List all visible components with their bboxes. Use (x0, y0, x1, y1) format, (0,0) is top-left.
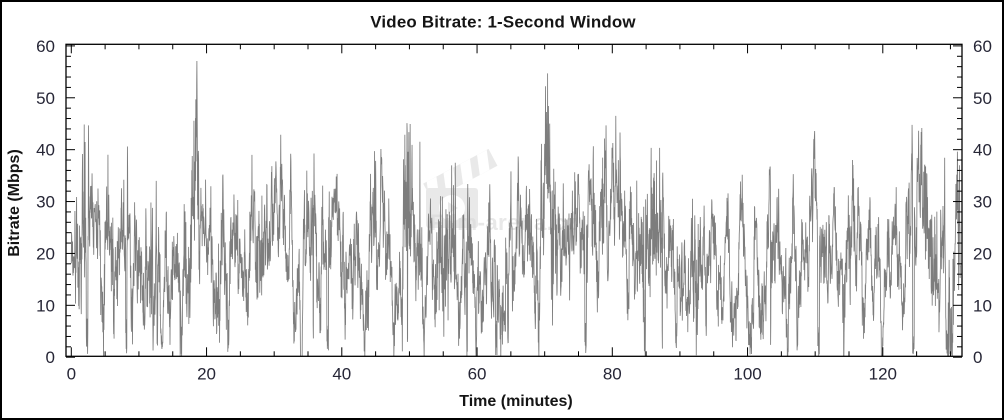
svg-text:0: 0 (973, 348, 982, 367)
svg-text:Time (minutes): Time (minutes) (459, 393, 573, 410)
svg-text:80: 80 (603, 364, 622, 383)
svg-text:0: 0 (67, 364, 76, 383)
svg-text:Video Bitrate: 1-Second Window: Video Bitrate: 1-Second Window (370, 13, 636, 32)
svg-text:100: 100 (733, 364, 761, 383)
svg-text:10: 10 (973, 296, 992, 315)
svg-text:40: 40 (332, 364, 351, 383)
svg-text:Bitrate (Mbps): Bitrate (Mbps) (6, 149, 23, 257)
svg-text:40: 40 (36, 141, 55, 160)
svg-text:50: 50 (36, 89, 55, 108)
svg-text:20: 20 (973, 244, 992, 263)
svg-text:50: 50 (973, 89, 992, 108)
svg-text:30: 30 (36, 193, 55, 212)
svg-text:20: 20 (197, 364, 216, 383)
svg-text:40: 40 (973, 141, 992, 160)
svg-text:60: 60 (468, 364, 487, 383)
svg-text:10: 10 (36, 296, 55, 315)
svg-text:60: 60 (973, 37, 992, 56)
svg-text:30: 30 (973, 193, 992, 212)
svg-text:120: 120 (869, 364, 897, 383)
svg-text:20: 20 (36, 244, 55, 263)
svg-text:0: 0 (46, 348, 55, 367)
svg-text:60: 60 (36, 37, 55, 56)
